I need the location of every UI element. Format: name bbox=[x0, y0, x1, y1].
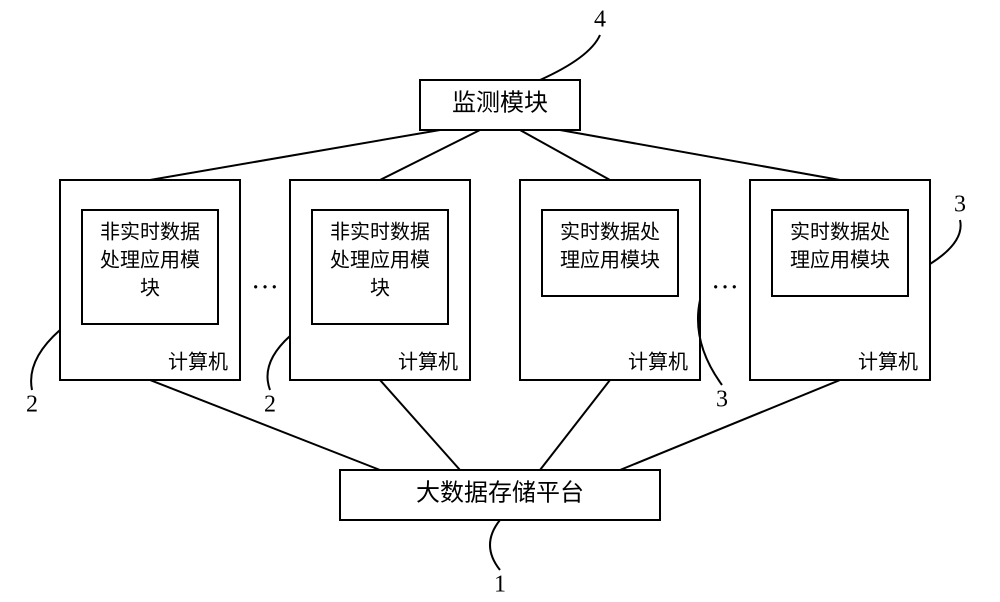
callout-3b-lead bbox=[930, 220, 961, 264]
callout-2b-lead bbox=[268, 336, 291, 390]
callout-4-number: 4 bbox=[594, 7, 606, 33]
module-line-2-1: 理应用模块 bbox=[560, 249, 660, 272]
callout-1-lead bbox=[490, 520, 500, 570]
module-line-1-0: 非实时数据 bbox=[330, 221, 430, 244]
computer-label-3: 计算机 bbox=[858, 351, 918, 374]
computer-label-0: 计算机 bbox=[168, 351, 228, 374]
callout-4-lead bbox=[540, 35, 600, 80]
module-line-1-2: 块 bbox=[370, 277, 390, 300]
module-line-3-0: 实时数据处 bbox=[790, 221, 890, 244]
callout-2a-lead bbox=[31, 330, 60, 390]
callout-3b-number: 3 bbox=[954, 192, 966, 218]
edge-comp-to-storage-2 bbox=[540, 380, 610, 470]
module-line-0-1: 处理应用模 bbox=[100, 249, 200, 272]
module-line-0-0: 非实时数据 bbox=[100, 221, 200, 244]
callout-2a-number: 2 bbox=[26, 392, 38, 418]
storage-label: 大数据存储平台 bbox=[416, 480, 584, 507]
edge-comp-to-storage-3 bbox=[620, 380, 840, 470]
computer-label-1: 计算机 bbox=[398, 351, 458, 374]
module-line-0-2: 块 bbox=[140, 277, 160, 300]
monitor-label: 监测模块 bbox=[452, 90, 548, 117]
edge-monitor-to-comp-3 bbox=[560, 130, 840, 180]
module-line-2-0: 实时数据处 bbox=[560, 221, 660, 244]
callout-3a-number: 3 bbox=[716, 387, 728, 413]
callout-2b-number: 2 bbox=[264, 392, 276, 418]
computer-label-2: 计算机 bbox=[628, 351, 688, 374]
module-line-1-1: 处理应用模 bbox=[330, 249, 430, 272]
module-line-3-1: 理应用模块 bbox=[790, 249, 890, 272]
callout-3a-lead bbox=[698, 300, 722, 385]
callout-1-number: 1 bbox=[494, 572, 506, 598]
ellipsis-left: ··· bbox=[251, 272, 279, 303]
edge-comp-to-storage-1 bbox=[380, 380, 460, 470]
ellipsis-right: ··· bbox=[711, 272, 739, 303]
